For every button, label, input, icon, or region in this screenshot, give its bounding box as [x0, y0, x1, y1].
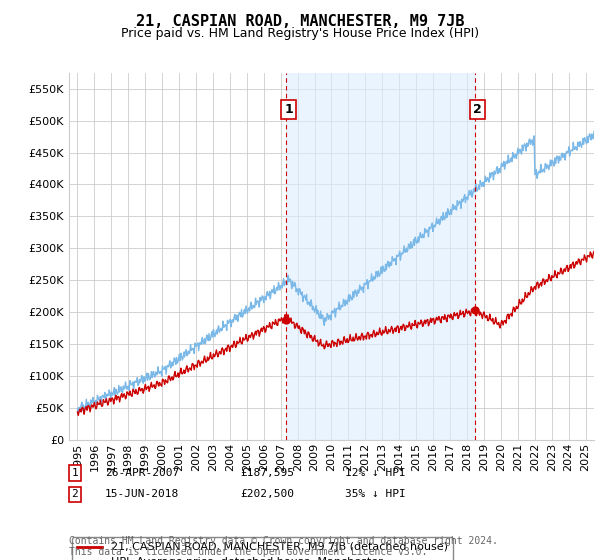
- Bar: [286, 73, 475, 440]
- Text: 2: 2: [71, 489, 79, 500]
- Text: 1: 1: [284, 103, 293, 116]
- Text: 1: 1: [71, 468, 79, 478]
- Text: £202,500: £202,500: [240, 489, 294, 500]
- Text: 12% ↓ HPI: 12% ↓ HPI: [345, 468, 406, 478]
- Legend: 21, CASPIAN ROAD, MANCHESTER, M9 7JB (detached house), HPI: Average price, detac: 21, CASPIAN ROAD, MANCHESTER, M9 7JB (de…: [72, 537, 454, 560]
- Text: 2: 2: [473, 103, 482, 116]
- Text: 15-JUN-2018: 15-JUN-2018: [105, 489, 179, 500]
- Text: 21, CASPIAN ROAD, MANCHESTER, M9 7JB: 21, CASPIAN ROAD, MANCHESTER, M9 7JB: [136, 14, 464, 29]
- Text: 35% ↓ HPI: 35% ↓ HPI: [345, 489, 406, 500]
- Text: £187,595: £187,595: [240, 468, 294, 478]
- Text: Contains HM Land Registry data © Crown copyright and database right 2024.
This d: Contains HM Land Registry data © Crown c…: [69, 535, 498, 557]
- Text: Price paid vs. HM Land Registry's House Price Index (HPI): Price paid vs. HM Land Registry's House …: [121, 27, 479, 40]
- Text: 26-APR-2007: 26-APR-2007: [105, 468, 179, 478]
